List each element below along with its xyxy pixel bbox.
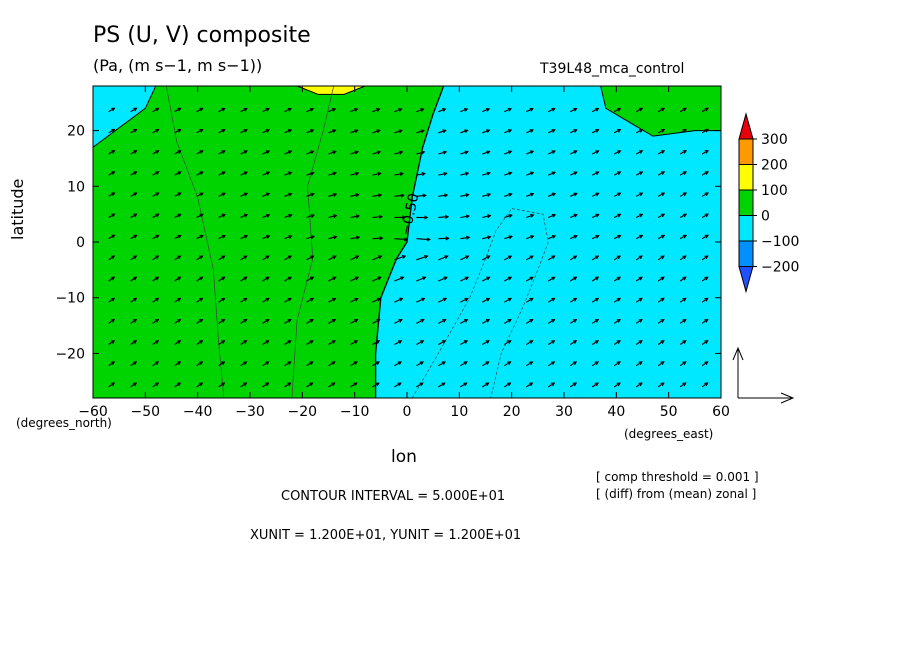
contour-line [291, 86, 335, 398]
y-tick-label: 0 [76, 235, 85, 251]
colorbar-swatch [738, 240, 754, 267]
colorbar-label: 100 [761, 183, 788, 199]
diff-note: [ (diff) from (mean) zonal ] [596, 487, 757, 501]
run-label: T39L48_mca_control [540, 61, 685, 77]
y-tick-label: −10 [55, 291, 85, 307]
y-tick-label: −20 [55, 346, 85, 362]
xy-unit: XUNIT = 1.200E+01, YUNIT = 1.200E+01 [250, 528, 522, 543]
x-tick-label: 40 [607, 404, 625, 420]
units-line: (Pa, (m s−1, m s−1)) [93, 56, 263, 75]
chart-title: PS (U, V) composite [93, 23, 311, 48]
y-tick-label: 10 [67, 179, 85, 195]
wind-vectors [108, 107, 709, 388]
x-tick-label: −10 [340, 404, 370, 420]
threshold-note: [ comp threshold = 0.001 ] [596, 470, 759, 484]
colorbar-label: 200 [761, 158, 788, 174]
x-unit-label: (degrees_east) [624, 427, 714, 441]
x-tick-label: −20 [288, 404, 318, 420]
x-tick-label: 30 [555, 404, 573, 420]
x-tick-label: 20 [503, 404, 521, 420]
colorbar-label: 300 [761, 132, 788, 148]
x-tick-label: −40 [183, 404, 213, 420]
y-tick-label: 20 [67, 124, 85, 140]
x-tick-label: −60 [78, 404, 108, 420]
x-tick-label: −30 [235, 404, 265, 420]
x-tick-label: 60 [712, 404, 730, 420]
colorbar-bottom [738, 266, 754, 294]
y-unit-label: (degrees_north) [16, 416, 112, 430]
colorbar-label: −100 [761, 234, 799, 250]
contour-line [411, 208, 549, 398]
x-axis-label: lon [391, 447, 417, 467]
colorbar-swatch [738, 189, 754, 216]
x-tick-label: 10 [450, 404, 468, 420]
ref-vector-u-head [780, 392, 795, 404]
x-tick-label: 0 [403, 404, 412, 420]
x-tick-label: −50 [131, 404, 161, 420]
colorbar-swatch [738, 138, 754, 165]
colorbar-swatch [738, 164, 754, 191]
zero-contour [374, 85, 445, 398]
colorbar-label: 0 [761, 209, 770, 225]
colorbar-label: −200 [761, 260, 799, 276]
x-tick-label: 50 [660, 404, 678, 420]
ref-vector-v-head [732, 346, 744, 361]
contour-interval: CONTOUR INTERVAL = 5.000E+01 [281, 489, 506, 504]
colorbar-swatch [738, 215, 754, 242]
colorbar-top [738, 112, 754, 140]
